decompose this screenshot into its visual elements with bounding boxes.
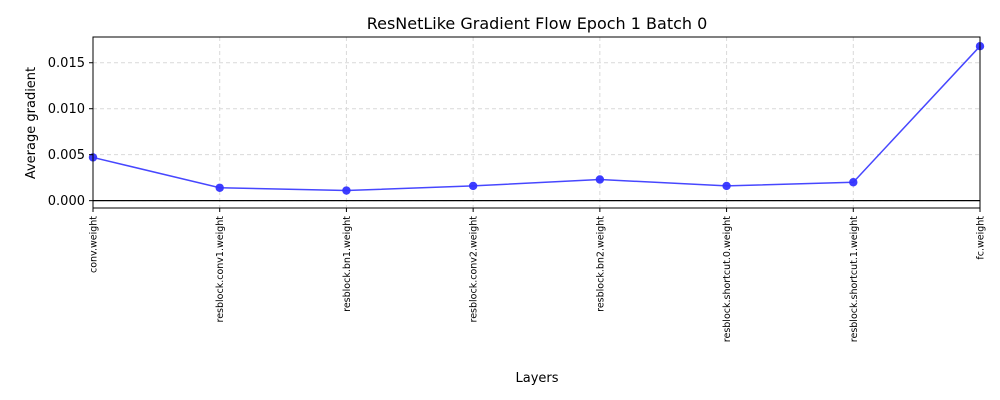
y-tick-label: 0.010 (48, 102, 85, 117)
y-tick-label: 0.005 (48, 148, 85, 163)
data-point (595, 175, 605, 184)
x-tick-label: resblock.bn2.weight (595, 216, 606, 312)
data-point (468, 181, 478, 191)
x-tick-label: fc.weight (976, 216, 987, 260)
x-tick-label: resblock.conv1.weight (215, 216, 226, 323)
y-tick-label: 0.000 (48, 194, 85, 209)
x-tick-label: conv.weight (89, 216, 100, 273)
data-point (342, 186, 351, 195)
data-point (849, 178, 858, 187)
x-axis-ticks: conv.weight resblock.conv1.weight resblock… (89, 208, 987, 342)
x-axis-label: Layers (515, 371, 558, 386)
x-tick-label: resblock.shortcut.1.weight (849, 216, 860, 342)
x-tick-label: resblock.conv2.weight (469, 216, 480, 323)
series-line (92, 45, 981, 192)
series-layer (88, 41, 985, 195)
data-point (722, 181, 731, 191)
y-tick-label: 0.015 (48, 56, 85, 71)
data-point (215, 183, 224, 192)
x-tick-label: resblock.bn1.weight (342, 216, 353, 312)
y-axis-label: Average gradient (24, 67, 39, 179)
x-tick-label: resblock.shortcut.0.weight (722, 216, 733, 342)
plot-frame (92, 36, 981, 209)
y-axis-ticks: 0.000 0.005 0.010 0.015 (48, 56, 93, 209)
chart-title: ResNetLike Gradient Flow Epoch 1 Batch 0 (367, 14, 708, 33)
